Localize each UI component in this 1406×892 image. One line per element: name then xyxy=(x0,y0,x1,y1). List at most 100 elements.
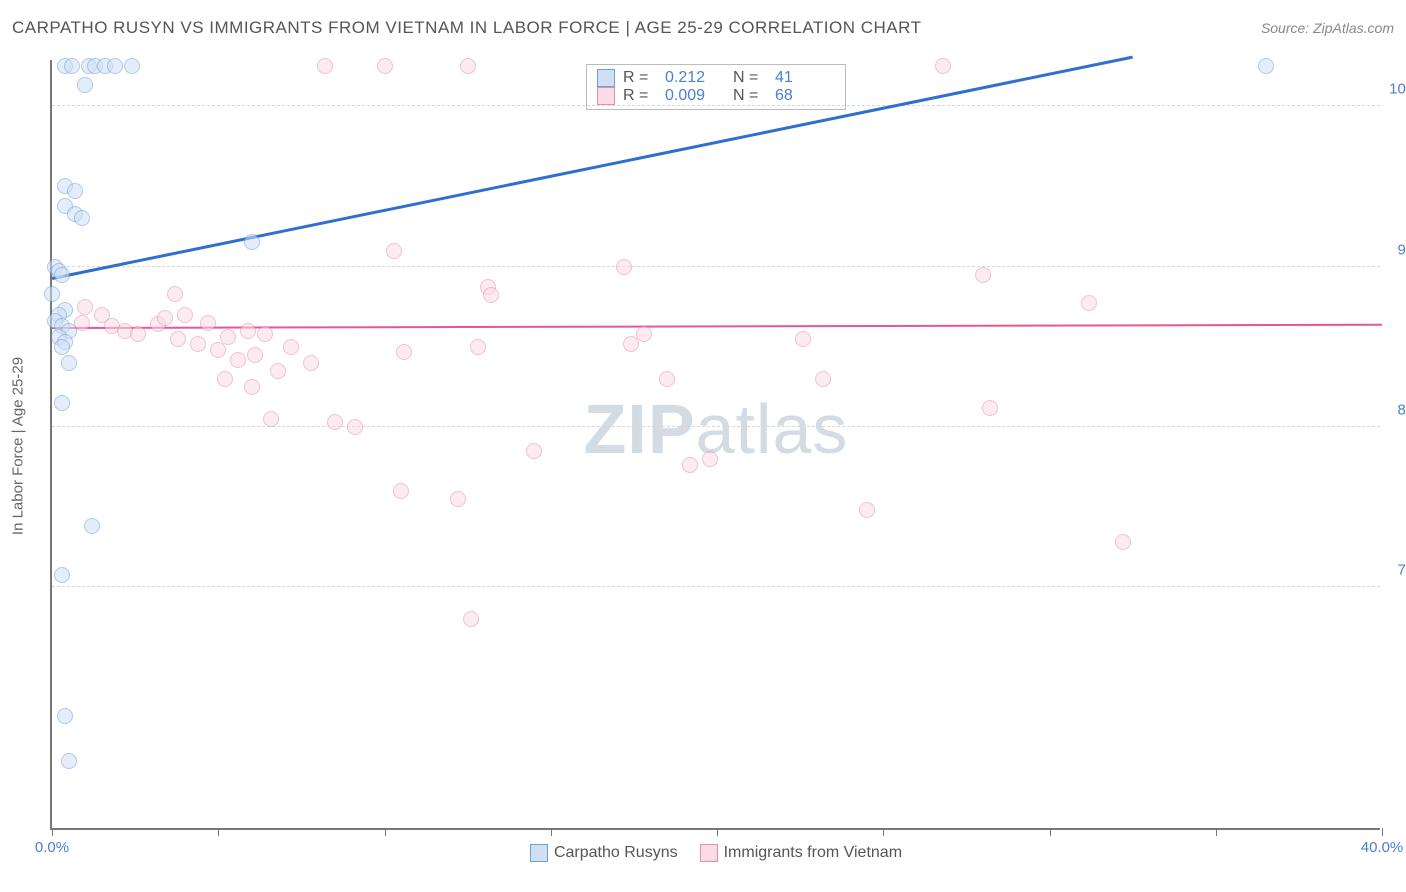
data-point xyxy=(217,371,233,387)
x-tick xyxy=(218,828,219,836)
legend-n-label: N = xyxy=(733,87,767,105)
x-tick xyxy=(551,828,552,836)
data-point xyxy=(470,339,486,355)
data-point xyxy=(170,331,186,347)
data-point xyxy=(167,286,183,302)
data-point xyxy=(157,310,173,326)
x-tick xyxy=(1382,828,1383,836)
data-point xyxy=(702,451,718,467)
legend-r-label: R = xyxy=(623,87,657,105)
x-tick xyxy=(1050,828,1051,836)
x-tick xyxy=(52,828,53,836)
data-point xyxy=(177,307,193,323)
data-point xyxy=(526,443,542,459)
scatter-plot: ZIPatlas R =0.212N =41R =0.009N =68 Carp… xyxy=(50,60,1380,830)
data-point xyxy=(636,326,652,342)
data-point xyxy=(200,315,216,331)
data-point xyxy=(54,395,70,411)
data-point xyxy=(975,267,991,283)
x-tick xyxy=(1216,828,1217,836)
data-point xyxy=(84,518,100,534)
data-point xyxy=(61,753,77,769)
legend-r-value: 0.212 xyxy=(665,69,725,87)
data-point xyxy=(77,299,93,315)
data-point xyxy=(130,326,146,342)
data-point xyxy=(230,352,246,368)
data-point xyxy=(244,379,260,395)
data-point xyxy=(377,58,393,74)
data-point xyxy=(247,347,263,363)
data-point xyxy=(815,371,831,387)
data-point xyxy=(463,611,479,627)
data-point xyxy=(682,457,698,473)
data-point xyxy=(54,267,70,283)
data-point xyxy=(386,243,402,259)
gridline xyxy=(52,426,1380,427)
data-point xyxy=(982,400,998,416)
y-tick-label: 80.0% xyxy=(1397,401,1406,418)
data-point xyxy=(616,259,632,275)
y-tick-label: 90.0% xyxy=(1397,241,1406,258)
legend-swatch xyxy=(597,69,615,87)
data-point xyxy=(57,708,73,724)
legend-n-value: 68 xyxy=(775,87,835,105)
y-tick-label: 70.0% xyxy=(1397,562,1406,579)
data-point xyxy=(270,363,286,379)
gridline xyxy=(52,586,1380,587)
data-point xyxy=(107,58,123,74)
data-point xyxy=(190,336,206,352)
legend-r-label: R = xyxy=(623,69,657,87)
data-point xyxy=(244,234,260,250)
chart-title: CARPATHO RUSYN VS IMMIGRANTS FROM VIETNA… xyxy=(12,18,922,38)
data-point xyxy=(77,77,93,93)
legend-n-label: N = xyxy=(733,69,767,87)
data-point xyxy=(1115,534,1131,550)
y-tick-label: 100.0% xyxy=(1389,81,1406,98)
legend-label: Immigrants from Vietnam xyxy=(724,844,902,861)
data-point xyxy=(483,287,499,303)
data-point xyxy=(44,286,60,302)
data-point xyxy=(460,58,476,74)
data-point xyxy=(317,58,333,74)
data-point xyxy=(393,483,409,499)
x-tick xyxy=(385,828,386,836)
legend-series: Carpatho Rusyns Immigrants from Vietnam xyxy=(530,844,902,862)
legend-swatch xyxy=(530,844,548,862)
x-tick-label: 40.0% xyxy=(1361,839,1404,856)
data-point xyxy=(74,315,90,331)
data-point xyxy=(396,344,412,360)
legend-label: Carpatho Rusyns xyxy=(554,844,678,861)
data-point xyxy=(347,419,363,435)
data-point xyxy=(283,339,299,355)
gridline xyxy=(52,105,1380,106)
data-point xyxy=(220,329,236,345)
data-point xyxy=(263,411,279,427)
data-point xyxy=(54,339,70,355)
legend-row: R = 0.212 N = 41 xyxy=(597,69,835,87)
data-point xyxy=(303,355,319,371)
title-bar: CARPATHO RUSYN VS IMMIGRANTS FROM VIETNA… xyxy=(12,18,1394,38)
legend-swatch xyxy=(700,844,718,862)
legend-item: Carpatho Rusyns xyxy=(530,844,678,862)
gridline xyxy=(52,266,1380,267)
legend-r-value: 0.009 xyxy=(665,87,725,105)
data-point xyxy=(795,331,811,347)
data-point xyxy=(61,355,77,371)
x-tick xyxy=(717,828,718,836)
source-label: Source: ZipAtlas.com xyxy=(1261,20,1394,36)
data-point xyxy=(54,567,70,583)
legend-item: Immigrants from Vietnam xyxy=(700,844,902,862)
data-point xyxy=(257,326,273,342)
legend-swatch xyxy=(597,87,615,105)
data-point xyxy=(240,323,256,339)
data-point xyxy=(67,183,83,199)
data-point xyxy=(1258,58,1274,74)
legend-correlation: R = 0.212 N = 41 R = 0.009 N = 68 xyxy=(586,64,846,110)
data-point xyxy=(327,414,343,430)
data-point xyxy=(935,58,951,74)
y-axis-title: In Labor Force | Age 25-29 xyxy=(10,357,27,535)
x-tick-label: 0.0% xyxy=(35,839,69,856)
data-point xyxy=(659,371,675,387)
legend-n-value: 41 xyxy=(775,69,835,87)
data-point xyxy=(64,58,80,74)
